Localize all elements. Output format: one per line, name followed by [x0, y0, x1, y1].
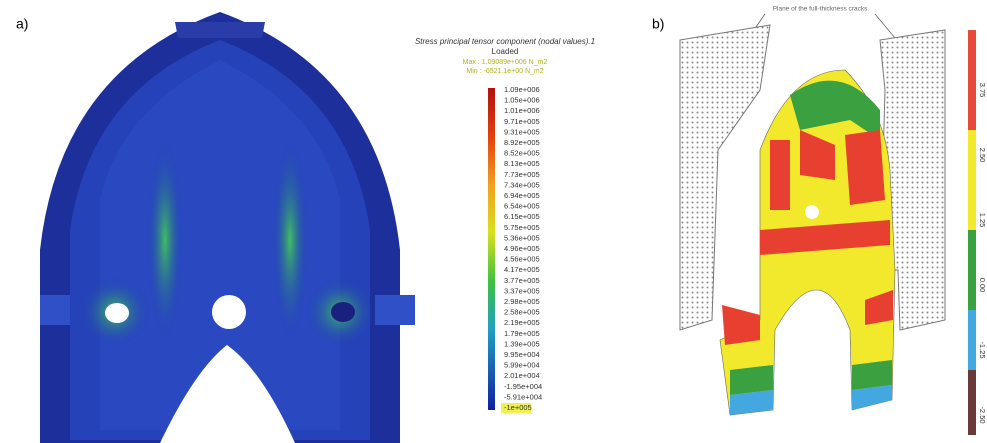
legend-label: 1.05e+006 [504, 96, 540, 105]
legend-label: 0.00 [978, 278, 987, 293]
legend-label: 8.92e+005 [504, 138, 540, 147]
legend-label: 3.37e+005 [504, 286, 540, 295]
fe-model-a [35, 0, 435, 443]
legend-label: 8.52e+005 [504, 149, 540, 158]
panel-label: a) [16, 16, 28, 32]
legend-label: 2.50 [978, 148, 987, 163]
legend-label: 2.19e+005 [504, 318, 540, 327]
legend-label: 9.95e+004 [504, 350, 540, 359]
legend-label: 3.75 [978, 83, 987, 98]
color-bar [488, 88, 495, 410]
figure-svg: a) Stress principal tensor component (no… [0, 0, 987, 443]
fe-model-b [680, 25, 945, 415]
legend-label: 1.01e+006 [504, 106, 540, 115]
legend-min: Min : -6521.1e+00 N_m2 [466, 68, 543, 75]
figure: a) Stress principal tensor component (no… [0, 0, 987, 443]
legend-label: 6.54e+005 [504, 202, 540, 211]
legend-label: 3.77e+005 [504, 276, 540, 285]
legend-label: -1.95e+004 [504, 382, 542, 391]
legend-max: Max : 1.09089e+006 N_m2 [463, 59, 548, 66]
legend-label: 1.25 [978, 213, 987, 228]
legend-label: 9.31e+005 [504, 127, 540, 136]
legend-label: 6.15e+005 [504, 212, 540, 221]
legend-label: 7.73e+005 [504, 170, 540, 179]
legend-label: 9.71e+005 [504, 117, 540, 126]
legend-label: 7.34e+005 [504, 180, 540, 189]
legend-label: 4.96e+005 [504, 244, 540, 253]
legend-label: 2.58e+005 [504, 308, 540, 317]
legend-label: -2.50 [978, 406, 987, 423]
legend-label: 5.75e+005 [504, 223, 540, 232]
legend-title: Stress principal tensor component (nodal… [415, 37, 595, 46]
legend-labels-b: 3.75 2.50 1.25 0.00 -1.25 -2.50 [978, 83, 987, 424]
legend-label: 5.99e+004 [504, 361, 540, 370]
legend-label: 2.01e+004 [504, 371, 540, 380]
legend-label: 1.79e+005 [504, 329, 540, 338]
legend-label: 2.98e+005 [504, 297, 540, 306]
annotation: Plane of the full-thickness cracks [773, 6, 868, 13]
color-bar-b [968, 30, 976, 435]
legend-label: 5.36e+005 [504, 233, 540, 242]
panel-label: b) [652, 16, 664, 32]
legend-label: 1.39e+005 [504, 339, 540, 348]
legend-label: 4.17e+005 [504, 265, 540, 274]
legend-subtitle: Loaded [492, 47, 519, 56]
legend-label: -5.91e+004 [504, 392, 542, 401]
legend-label: 4.56e+005 [504, 255, 540, 264]
legend-label: 8.13e+005 [504, 159, 540, 168]
legend-label: -1.25 [978, 341, 987, 358]
legend-label: 1.09e+006 [504, 85, 540, 94]
legend-label: -1e+005 [504, 403, 532, 412]
legend-label: 6.94e+005 [504, 191, 540, 200]
